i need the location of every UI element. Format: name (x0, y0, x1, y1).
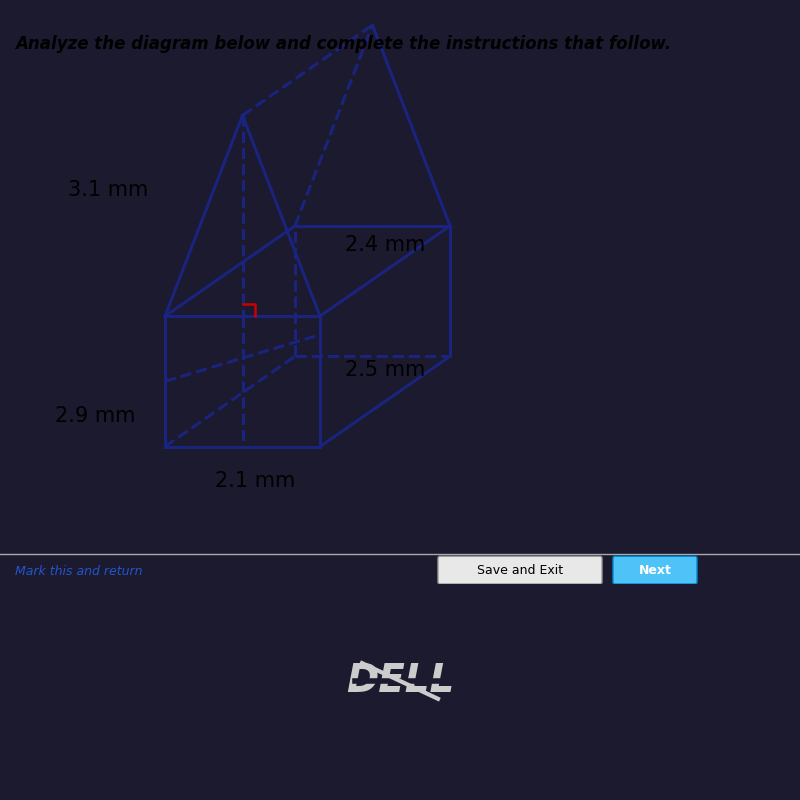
Text: Mark this and return: Mark this and return (15, 565, 142, 578)
FancyBboxPatch shape (613, 556, 697, 584)
FancyBboxPatch shape (438, 556, 602, 584)
Text: 2.1 mm: 2.1 mm (215, 470, 295, 490)
Text: Analyze the diagram below and complete the instructions that follow.: Analyze the diagram below and complete t… (15, 35, 671, 53)
Text: Next: Next (638, 564, 671, 577)
Text: 2.5 mm: 2.5 mm (345, 360, 426, 380)
Text: 2.4 mm: 2.4 mm (345, 235, 426, 255)
Text: DELL: DELL (346, 662, 454, 700)
Text: 3.1 mm: 3.1 mm (68, 180, 148, 200)
Text: Save and Exit: Save and Exit (477, 564, 563, 577)
Text: 2.9 mm: 2.9 mm (55, 406, 135, 426)
